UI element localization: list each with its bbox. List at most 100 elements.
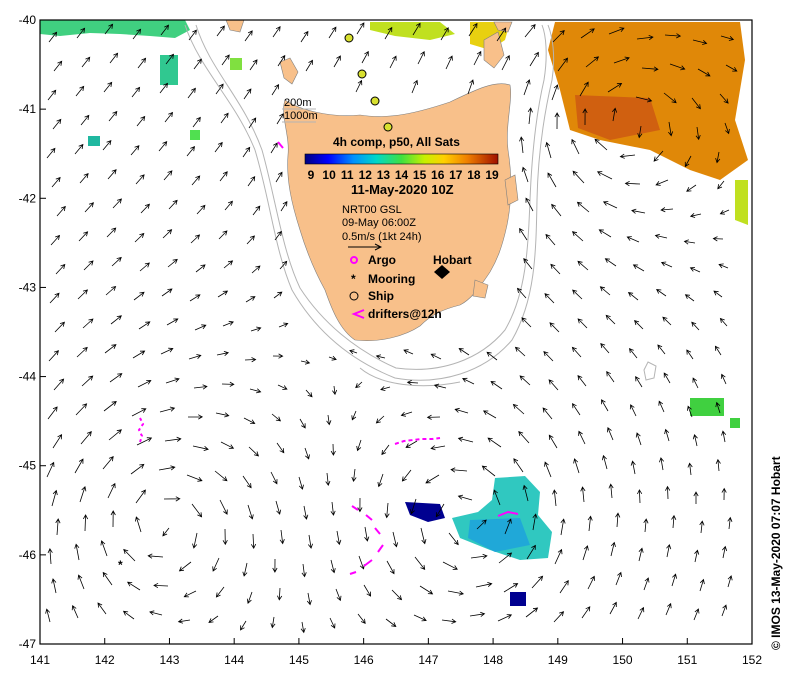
current-arrow — [400, 411, 413, 417]
current-arrow — [487, 437, 502, 448]
current-arrow — [653, 150, 664, 162]
sst-patch-cold-1 — [405, 502, 445, 522]
current-arrow — [191, 175, 201, 186]
current-arrow — [222, 528, 228, 546]
current-arrow — [364, 526, 370, 542]
current-arrow — [637, 606, 645, 620]
legend-argo-label: Argo — [368, 253, 396, 267]
current-arrow — [607, 427, 614, 441]
bathy-label-200: 200m — [284, 97, 312, 109]
current-arrow — [430, 445, 446, 451]
current-arrow — [482, 410, 497, 419]
current-arrow — [222, 320, 234, 327]
current-arrow — [430, 353, 442, 360]
current-arrow — [660, 261, 673, 268]
current-arrow — [102, 571, 113, 586]
lon-tick-label: 146 — [354, 653, 374, 667]
current-arrow — [608, 483, 614, 499]
current-arrow — [628, 347, 638, 359]
current-arrow — [433, 383, 447, 389]
colorbar-tick-label: 15 — [413, 168, 427, 182]
current-arrow — [525, 607, 539, 618]
magenta-arrow-icon — [351, 309, 365, 319]
current-arrow — [79, 486, 87, 503]
current-arrow — [692, 433, 698, 447]
sst-patch-nw-3 — [88, 136, 100, 146]
current-arrow — [332, 385, 338, 396]
current-arrow — [45, 608, 51, 623]
current-arrow — [721, 604, 728, 617]
current-arrow — [136, 115, 146, 127]
current-arrow — [554, 548, 563, 565]
current-arrow — [187, 87, 196, 99]
current-arrow — [192, 532, 198, 549]
current-arrow — [503, 583, 519, 593]
current-arrow — [271, 413, 282, 422]
current-arrow — [357, 497, 363, 513]
current-arrow — [699, 578, 705, 592]
current-arrow — [581, 606, 591, 619]
lat-tick-label: -43 — [19, 280, 37, 294]
current-arrow — [108, 110, 118, 122]
current-arrow — [131, 86, 141, 98]
current-arrow — [475, 582, 493, 588]
current-arrow — [632, 264, 645, 272]
current-arrow — [243, 417, 256, 424]
legend-mooring-label: Mooring — [368, 272, 415, 286]
current-arrow — [159, 82, 169, 94]
current-arrow — [71, 604, 79, 619]
current-arrow — [683, 239, 696, 245]
lat-tick-label: -42 — [19, 191, 37, 205]
lon-tick-label: 144 — [224, 653, 244, 667]
current-arrow — [247, 176, 256, 187]
current-arrow — [518, 430, 530, 444]
current-arrow — [80, 431, 92, 445]
current-arrow — [74, 543, 80, 561]
current-arrow — [457, 494, 473, 501]
sst-patch-nw — [40, 20, 190, 38]
current-arrow — [467, 79, 475, 95]
current-arrow — [686, 349, 694, 360]
current-arrow — [110, 510, 116, 528]
current-arrow — [193, 384, 208, 390]
colorbar — [304, 153, 499, 165]
current-arrow — [391, 589, 403, 601]
current-arrow — [349, 349, 358, 355]
current-arrow — [272, 26, 281, 38]
current-arrow — [108, 429, 122, 441]
current-arrow — [454, 407, 469, 414]
current-arrow — [49, 292, 60, 304]
current-arrow — [643, 518, 649, 533]
current-arrow — [663, 92, 677, 104]
current-source: NRT00 GSL — [342, 204, 402, 216]
ship-stations — [344, 33, 393, 132]
current-arrow — [251, 265, 261, 274]
current-arrow — [178, 561, 192, 572]
current-arrow — [160, 347, 174, 355]
current-arrow — [356, 22, 365, 35]
current-arrow — [111, 256, 122, 267]
current-arrow — [160, 24, 170, 36]
lat-tick-label: -46 — [19, 548, 37, 562]
current-arrow — [275, 171, 283, 183]
current-arrow — [277, 384, 288, 390]
current-arrow — [414, 556, 426, 571]
current-arrow — [351, 468, 357, 483]
lat-tick-label: -45 — [19, 459, 37, 473]
current-arrow — [531, 575, 544, 589]
current-arrow — [223, 260, 234, 269]
current-arrow — [697, 68, 711, 77]
current-arrow — [576, 201, 590, 213]
current-arrow — [693, 491, 699, 504]
current-arrow — [102, 456, 114, 470]
current-arrow — [604, 258, 617, 267]
current-arrow — [519, 375, 531, 386]
current-arrow — [718, 263, 729, 269]
current-arrow — [139, 262, 150, 272]
current-arrow — [634, 320, 644, 330]
sst-patch-nw-2 — [160, 55, 178, 85]
scale-arrow — [348, 243, 383, 251]
current-arrow — [191, 503, 203, 518]
current-arrow — [75, 403, 88, 416]
current-arrow — [252, 205, 261, 216]
